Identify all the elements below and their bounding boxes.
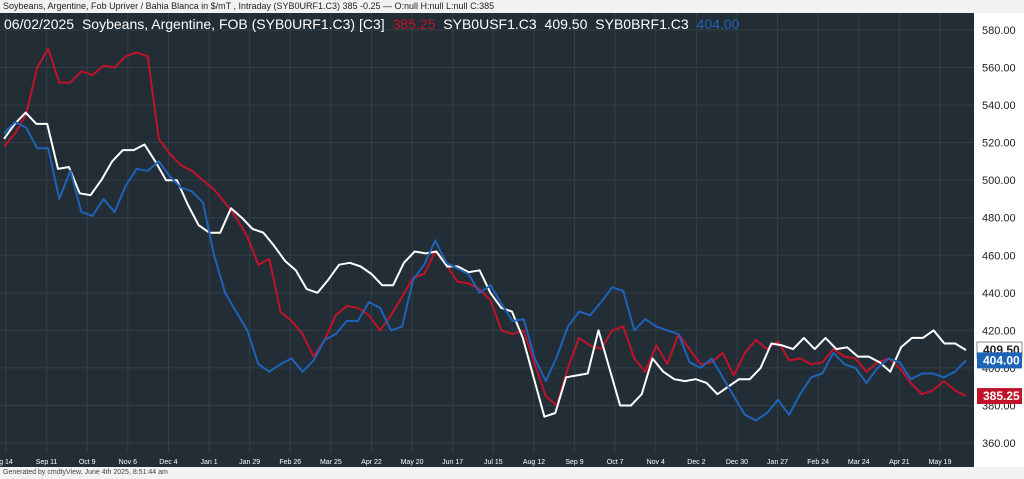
y-tick-label: 440.00 <box>982 288 1016 300</box>
y-tick-label: 460.00 <box>982 250 1016 262</box>
plot-area[interactable] <box>0 13 974 467</box>
chart-legend: 06/02/2025 Soybeans, Argentine, FOB (SYB… <box>4 16 740 32</box>
x-tick-label: Oct 9 <box>79 459 96 466</box>
x-tick-label: Nov 6 <box>119 459 137 466</box>
series-lines <box>3 47 967 422</box>
x-tick-label: Jan 29 <box>239 459 260 466</box>
legend-code-white: SYB0USF1.C3 <box>443 16 537 32</box>
series-line-2 <box>3 121 967 422</box>
last-value-text: 404.00 <box>983 353 1020 367</box>
x-tick-label: Sep 11 <box>36 459 58 466</box>
x-tick-label: Mar 25 <box>320 459 342 466</box>
legend-value-blue: 404.00 <box>697 16 740 32</box>
x-tick-label: Nov 4 <box>647 459 665 466</box>
legend-date: 06/02/2025 <box>4 16 74 32</box>
price-chart[interactable]: 360.00380.00400.00420.00440.00460.00480.… <box>0 13 1024 467</box>
y-tick-label: 500.00 <box>982 175 1016 187</box>
legend-value-red: 385.25 <box>393 16 436 32</box>
x-tick-label: May 20 <box>401 459 424 466</box>
last-value-tag-0: 385.25 <box>977 388 1022 405</box>
x-tick-label: Mar 24 <box>848 459 870 466</box>
last-value-tag-2: 404.00 <box>977 352 1022 369</box>
x-tick-label: Oct 7 <box>607 459 624 466</box>
series-line-0 <box>3 47 967 407</box>
x-tick-label: Dec 2 <box>687 459 705 466</box>
last-value-text: 385.25 <box>983 389 1020 403</box>
last-value-box <box>977 388 1022 405</box>
x-tick-label: Dec 4 <box>159 459 177 466</box>
chart-title-bar: Soybeans, Argentine, Fob Upriver / Bahia… <box>0 0 1024 13</box>
legend-code-blue: SYB0BRF1.C3 <box>595 16 689 32</box>
x-axis-ticks: g 14 Sep 11 Oct 9 Nov 6 Dec 4 Jan 1 Jan 29 Feb … <box>0 459 952 466</box>
x-tick-label: Jan 27 <box>767 459 788 466</box>
x-tick-label: Sep 9 <box>565 459 583 466</box>
x-tick-label: Dec 30 <box>726 459 748 466</box>
y-tick-label: 520.00 <box>982 138 1016 150</box>
x-tick-label: Jan 1 <box>200 459 217 466</box>
x-tick-label: Aug 12 <box>523 459 545 466</box>
x-tick-label: Feb 26 <box>279 459 301 466</box>
y-tick-label: 580.00 <box>982 25 1016 37</box>
series-line-1 <box>3 111 967 418</box>
x-tick-label: May 19 <box>929 459 952 466</box>
legend-name: Soybeans, Argentine, FOB (SYB0URF1.C3) [… <box>82 16 385 32</box>
generated-footer: Generated by cmdtyView, June 4th 2025, 8… <box>0 467 1024 479</box>
legend-value-white: 409.50 <box>545 16 588 32</box>
x-tick-label: Jul 15 <box>484 459 503 466</box>
y-tick-label: 360.00 <box>982 438 1016 450</box>
y-tick-label: 540.00 <box>982 100 1016 112</box>
y-tick-label: 560.00 <box>982 63 1016 75</box>
y-tick-label: 480.00 <box>982 213 1016 225</box>
x-tick-label: g 14 <box>0 459 13 466</box>
y-tick-label: 420.00 <box>982 325 1016 337</box>
x-tick-label: Apr 22 <box>361 459 382 466</box>
x-tick-label: Feb 24 <box>807 459 829 466</box>
last-value-box <box>977 352 1022 369</box>
x-tick-label: Jun 17 <box>442 459 463 466</box>
x-tick-label: Apr 21 <box>889 459 910 466</box>
